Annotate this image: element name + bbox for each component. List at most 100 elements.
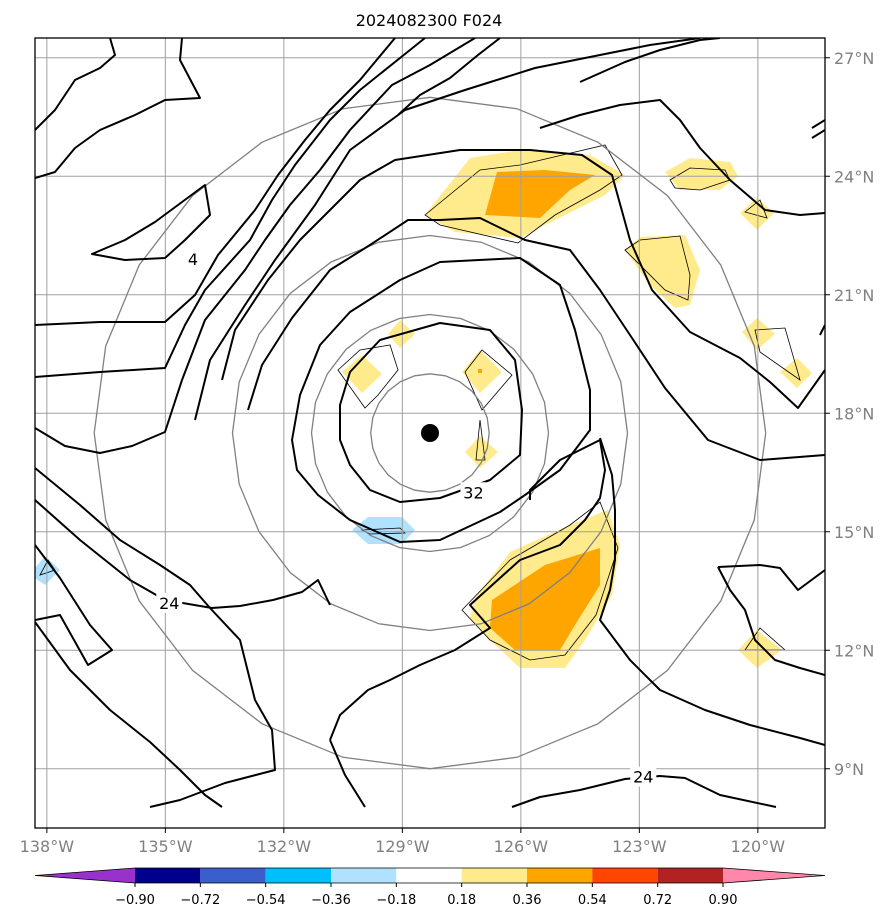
colorbar-segment bbox=[265, 868, 331, 883]
lon-tick-label: 135°W bbox=[138, 837, 193, 856]
lon-tick-label: 123°W bbox=[612, 837, 667, 856]
thin-contour-core-e bbox=[475, 419, 486, 461]
colorbar-segment bbox=[200, 868, 266, 883]
lon-tick-label: 138°W bbox=[20, 837, 75, 856]
lat-tick-label: 21°N bbox=[834, 286, 874, 305]
lat-tick-label: 9°N bbox=[834, 760, 864, 779]
thin-contour-east-1 bbox=[624, 235, 691, 301]
lon-tick-label: 132°W bbox=[257, 837, 312, 856]
colorbar-segment bbox=[657, 868, 723, 883]
contour-nw-b bbox=[35, 38, 201, 179]
colorbar-tick-label: −0.36 bbox=[311, 893, 351, 908]
thick-contours bbox=[35, 38, 825, 808]
contour-northeast-3 bbox=[579, 38, 721, 83]
contour-core bbox=[339, 322, 523, 503]
colorbar: −0.90 −0.72 −0.54 −0.36 −0.18 0.18 0.36 0.54 0.7… bbox=[34, 867, 826, 908]
shaded-negative-core bbox=[352, 517, 415, 544]
lat-tick-label: 18°N bbox=[834, 404, 874, 423]
contour-second bbox=[291, 257, 591, 543]
longitude-tick-labels: 138°W 135°W 132°W 129°W 126°W 123°W 120°W bbox=[20, 828, 786, 856]
shaded-region-north-core bbox=[485, 170, 595, 218]
lat-tick-label: 27°N bbox=[834, 49, 874, 68]
contour-eighth bbox=[35, 38, 426, 378]
colorbar-tick-label: −0.54 bbox=[246, 893, 286, 908]
thin-contour-core-nw bbox=[337, 344, 399, 409]
lon-tick-label: 126°W bbox=[494, 837, 549, 856]
contour-southeast-2 bbox=[717, 566, 825, 676]
colorbar-tick-label: 0.72 bbox=[643, 893, 672, 908]
contour-east-right bbox=[819, 324, 825, 336]
contour-label: 32 bbox=[463, 483, 483, 502]
range-ring bbox=[93, 96, 767, 770]
storm-center-marker bbox=[421, 424, 439, 442]
contour-label-bg bbox=[156, 592, 183, 613]
lat-tick-label: 15°N bbox=[834, 523, 874, 542]
contour-sixth bbox=[35, 38, 476, 454]
contour-label-bg bbox=[185, 249, 201, 270]
colorbar-segment bbox=[331, 868, 397, 883]
range-ring bbox=[370, 373, 490, 493]
colorbar-segment bbox=[135, 868, 201, 883]
lat-lon-grid bbox=[35, 38, 825, 828]
colorbar-extend-low bbox=[35, 868, 135, 883]
contour-nw-a bbox=[35, 38, 116, 131]
colorbar-tick-label: 0.54 bbox=[578, 893, 607, 908]
contour-south-2 bbox=[329, 739, 366, 808]
colorbar-tick-label: −0.72 bbox=[180, 893, 220, 908]
contour-nw-c bbox=[91, 184, 211, 261]
contour-label-bg bbox=[460, 482, 487, 503]
shaded-region-south-core bbox=[490, 548, 600, 650]
colorbar-tick-label: 0.36 bbox=[513, 893, 542, 908]
shaded-region-east-3 bbox=[740, 198, 774, 230]
lon-tick-label: 120°W bbox=[731, 837, 786, 856]
figure-title: 2024082300 F024 bbox=[356, 11, 503, 30]
contour-labels: 4 32 24 24 bbox=[156, 249, 657, 787]
lon-tick-label: 129°W bbox=[375, 837, 430, 856]
thin-contour-negative-west bbox=[39, 559, 56, 576]
shaded-region-east-4 bbox=[742, 318, 775, 350]
contour-northeast-5 bbox=[811, 129, 825, 139]
plot-frame bbox=[34, 37, 826, 829]
colorbar-tick-label: 0.18 bbox=[447, 893, 476, 908]
contour-fifth bbox=[194, 38, 701, 421]
lat-tick-label: 12°N bbox=[834, 641, 874, 660]
contour-northeast-2 bbox=[539, 99, 825, 216]
contour-sw-1 bbox=[35, 544, 113, 666]
contour-third bbox=[247, 217, 825, 461]
contour-south-4 bbox=[599, 437, 825, 746]
contour-northeast-1 bbox=[397, 38, 501, 116]
shaded-region-east-5 bbox=[780, 358, 812, 388]
shaded-negative-west bbox=[35, 556, 60, 585]
shaded-negative-regions bbox=[35, 517, 415, 585]
shaded-region-east-1 bbox=[625, 235, 700, 308]
contour-label: 24 bbox=[633, 768, 653, 787]
shaded-region-core-dot bbox=[478, 369, 482, 373]
contour-label-bg bbox=[630, 766, 657, 787]
contour-southeast bbox=[717, 564, 825, 591]
range-ring bbox=[231, 234, 629, 632]
colorbar-tick-label: 0.90 bbox=[709, 893, 738, 908]
colorbar-extend-high bbox=[723, 868, 825, 883]
contour-label: 4 bbox=[188, 250, 198, 269]
shaded-positive-regions bbox=[342, 150, 812, 668]
contour-label: 24 bbox=[159, 594, 179, 613]
latitude-tick-labels: 9°N 12°N 15°N 18°N 21°N 24°N 27°N bbox=[825, 49, 874, 779]
contour-northeast-4 bbox=[811, 119, 825, 129]
shaded-region-core-e bbox=[465, 436, 498, 468]
contour-south-1 bbox=[329, 439, 606, 741]
colorbar-tick-label: −0.18 bbox=[376, 893, 416, 908]
colorbar-segment bbox=[592, 868, 658, 883]
colorbar-tick-label: −0.90 bbox=[115, 893, 155, 908]
contour-west-arc bbox=[35, 499, 331, 609]
contour-west-arc-2 bbox=[35, 467, 276, 808]
shaded-region-east-2 bbox=[665, 158, 738, 190]
contour-sw-2 bbox=[35, 621, 223, 808]
colorbar-segment bbox=[527, 868, 593, 883]
thin-contour-north bbox=[424, 144, 623, 244]
shaded-region-east-6 bbox=[738, 630, 782, 668]
colorbar-segment bbox=[461, 868, 527, 883]
contour-seventh bbox=[35, 38, 396, 326]
lat-tick-label: 24°N bbox=[834, 167, 874, 186]
colorbar-segment bbox=[396, 868, 462, 883]
